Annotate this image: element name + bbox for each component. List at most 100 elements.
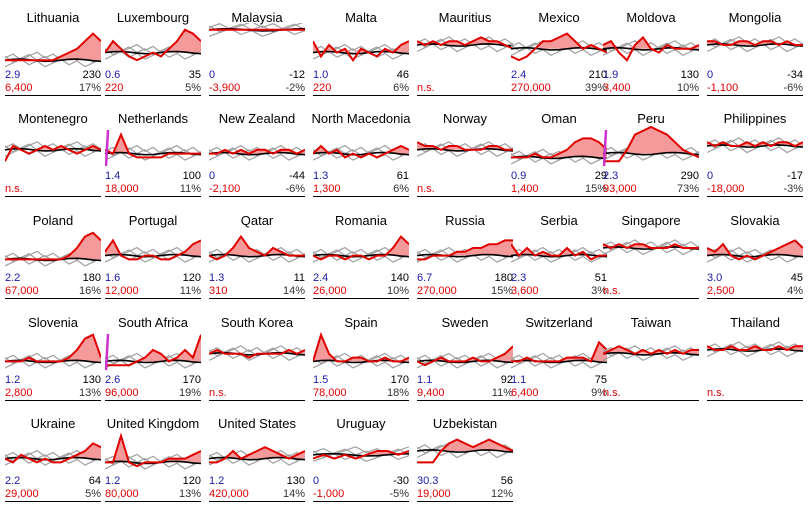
left-top-value: 2.6 bbox=[105, 374, 121, 386]
panel-chart bbox=[313, 446, 409, 462]
panel-title: Uruguay bbox=[336, 416, 386, 431]
left-top-value: 1.1 bbox=[511, 374, 527, 386]
left-bottom-value: 310 bbox=[209, 285, 228, 297]
right-top-value: 140 bbox=[390, 272, 409, 284]
right-top-value: 120 bbox=[182, 272, 201, 284]
right-top-value: 75 bbox=[594, 374, 607, 386]
panel-title: Ukraine bbox=[30, 416, 76, 431]
right-bottom-value: -6% bbox=[285, 183, 305, 195]
left-bottom-value: 3,600 bbox=[511, 285, 539, 297]
excess-area bbox=[5, 33, 101, 61]
panel-title: Russia bbox=[445, 213, 485, 228]
right-bottom-value: 13% bbox=[178, 488, 201, 500]
excess-line bbox=[5, 231, 101, 261]
country-panel: Taiwan n.s. bbox=[603, 305, 699, 401]
excess-line bbox=[511, 243, 607, 261]
panel-baseline-rule bbox=[707, 400, 803, 401]
baseline-line bbox=[417, 449, 513, 453]
excess-line bbox=[209, 348, 305, 359]
country-panel: Mongolia 0 -34 -1,100 -6% bbox=[707, 0, 803, 96]
panel-baseline-rule bbox=[209, 298, 305, 299]
left-bottom-value: -1,000 bbox=[313, 488, 345, 500]
panel-title: Malaysia bbox=[231, 10, 283, 25]
left-bottom-value: 1,400 bbox=[511, 183, 539, 195]
panel-baseline-rule bbox=[707, 95, 803, 96]
left-bottom-value: n.s. bbox=[603, 387, 621, 399]
left-bottom-value: -2,100 bbox=[209, 183, 241, 195]
right-bottom-value: 3% bbox=[591, 285, 607, 297]
right-top-value: 170 bbox=[390, 374, 409, 386]
left-top-value: 3.0 bbox=[707, 272, 723, 284]
panel-title: Mauritius bbox=[438, 10, 492, 25]
country-panel: Russia 6.7 180 270,000 15% bbox=[417, 203, 513, 299]
panel-chart bbox=[313, 235, 409, 263]
excess-line bbox=[105, 334, 201, 367]
country-panel: Peru 2.3 290 93,000 73% bbox=[603, 101, 699, 197]
panel-title: Philippines bbox=[723, 111, 787, 126]
right-bottom-value: 10% bbox=[386, 285, 409, 297]
country-panel: Moldova 1.9 130 3,400 10% bbox=[603, 0, 699, 96]
left-top-value: 1.2 bbox=[5, 374, 21, 386]
excess-line bbox=[5, 144, 101, 162]
left-top-value: 2.9 bbox=[5, 69, 21, 81]
panel-chart bbox=[209, 446, 305, 466]
left-bottom-value: n.s. bbox=[417, 82, 435, 94]
panel-baseline-rule bbox=[511, 298, 607, 299]
left-bottom-value: 96,000 bbox=[105, 387, 139, 399]
left-top-value: 1.3 bbox=[313, 170, 329, 182]
left-top-value: 1.1 bbox=[417, 374, 433, 386]
left-top-value: 1.3 bbox=[209, 272, 225, 284]
left-top-value: 0.9 bbox=[511, 170, 527, 182]
left-bottom-value: 2,500 bbox=[707, 285, 735, 297]
left-top-value: 30.3 bbox=[417, 475, 439, 487]
excess-line bbox=[5, 442, 101, 464]
left-bottom-value: 1,300 bbox=[313, 183, 341, 195]
right-bottom-value: 4% bbox=[787, 285, 803, 297]
panel-baseline-rule bbox=[209, 196, 305, 197]
panel-chart bbox=[5, 141, 101, 162]
left-bottom-value: 2,800 bbox=[5, 387, 33, 399]
panel-chart bbox=[313, 40, 409, 62]
panel-baseline-rule bbox=[313, 501, 409, 502]
panel-chart bbox=[5, 32, 101, 67]
panel-baseline-rule bbox=[105, 95, 201, 96]
panel-title: Uzbekistan bbox=[432, 416, 498, 431]
panel-title: Norway bbox=[442, 111, 488, 126]
right-bottom-value: 11% bbox=[491, 387, 513, 399]
offscale-marker bbox=[105, 333, 110, 371]
left-top-value: 2.3 bbox=[511, 272, 527, 284]
baseline-line bbox=[511, 46, 607, 51]
panel-chart bbox=[5, 442, 101, 466]
left-top-value: 0 bbox=[707, 170, 714, 182]
country-panel: Switzerland 1.1 75 6,400 9% bbox=[511, 305, 607, 401]
right-top-value: 230 bbox=[82, 69, 101, 81]
panel-title: Moldova bbox=[626, 10, 676, 25]
country-panel: Mauritius n.s. bbox=[417, 0, 513, 96]
right-bottom-value: -2% bbox=[285, 82, 305, 94]
left-top-value: 2.2 bbox=[5, 475, 21, 487]
right-top-value: 290 bbox=[680, 170, 699, 182]
panel-chart bbox=[209, 144, 305, 161]
panel-title: Slovenia bbox=[28, 315, 78, 330]
panel-chart bbox=[603, 125, 699, 167]
left-bottom-value: 18,000 bbox=[105, 183, 139, 195]
panel-chart bbox=[417, 36, 513, 53]
country-panel: Qatar 1.3 11 310 14% bbox=[209, 203, 305, 299]
baseline-line bbox=[105, 359, 201, 364]
left-top-value: 0 bbox=[209, 170, 216, 182]
excess-line bbox=[417, 239, 513, 261]
excess-area bbox=[105, 29, 201, 53]
right-top-value: 11 bbox=[293, 272, 305, 284]
country-panel: Uruguay 0 -30 -1,000 -5% bbox=[313, 406, 409, 502]
panel-chart bbox=[209, 234, 305, 263]
panel-baseline-rule bbox=[417, 501, 513, 502]
panel-chart bbox=[417, 438, 513, 464]
panel-chart bbox=[417, 141, 513, 157]
right-top-value: 64 bbox=[88, 475, 101, 487]
excess-line bbox=[105, 28, 201, 62]
excess-line bbox=[105, 238, 201, 261]
right-bottom-value: 6% bbox=[393, 82, 409, 94]
panel-chart bbox=[105, 238, 201, 263]
excess-line bbox=[603, 243, 699, 250]
excess-area bbox=[417, 439, 513, 451]
